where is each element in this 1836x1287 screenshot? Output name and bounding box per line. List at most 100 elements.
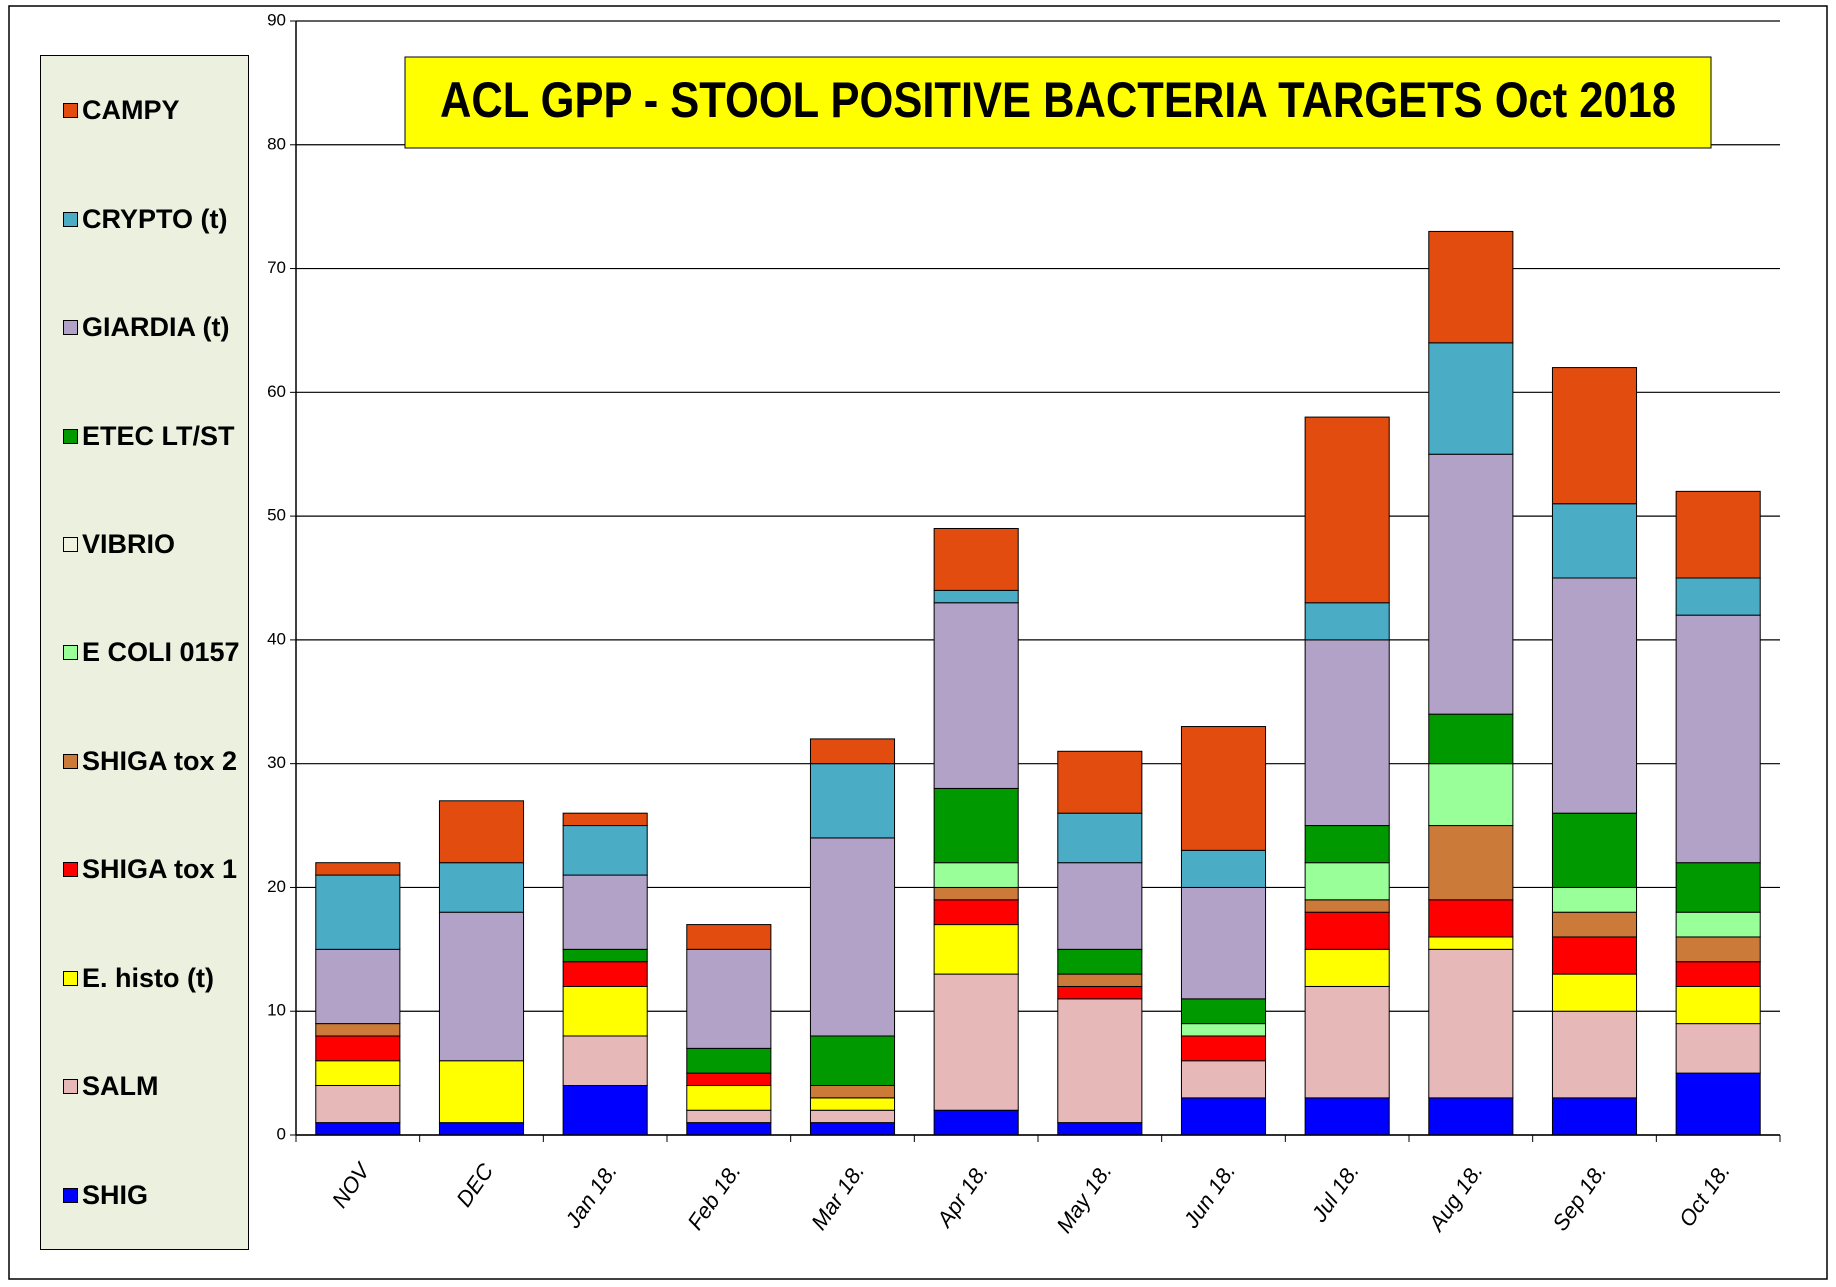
bar-segment <box>315 1060 401 1086</box>
bar-segment <box>1304 825 1390 864</box>
bar-segment <box>933 899 1019 926</box>
y-tick-label: 30 <box>267 753 286 772</box>
bar-segment <box>1057 973 1143 987</box>
legend-item: SHIGA tox 1 <box>63 848 244 890</box>
bar-segment <box>933 924 1019 975</box>
bar-segment <box>1057 750 1143 814</box>
bar-segment <box>315 1122 401 1136</box>
legend: CAMPY CRYPTO (t) GIARDIA (t) ETEC LT/ST VIBR… <box>40 55 249 1250</box>
bar-segment <box>1428 899 1514 938</box>
bar-segment <box>933 787 1019 864</box>
bar-segment <box>1057 948 1143 975</box>
bar-segment <box>1180 1023 1267 1037</box>
legend-label: CAMPY <box>82 95 180 126</box>
legend-swatch <box>63 103 78 119</box>
bar-segment <box>1428 1097 1514 1136</box>
legend-label: E COLI 0157 <box>82 637 240 668</box>
bar-segment <box>933 862 1019 888</box>
x-tick-label: Mar 18. <box>806 1159 869 1234</box>
bar-segment <box>1057 985 1143 1000</box>
bar-segment <box>1304 911 1390 950</box>
bar-segment <box>1675 490 1761 579</box>
bar-segment <box>1551 911 1638 938</box>
bar-segment <box>1551 577 1638 814</box>
y-tick-label: 70 <box>267 258 286 277</box>
bar-segment <box>1675 961 1761 987</box>
legend-swatch <box>63 428 78 444</box>
bar-segment <box>315 948 401 1025</box>
x-tick-label: Feb 18. <box>682 1159 745 1234</box>
bar-segment <box>686 1047 772 1074</box>
bar-segment <box>933 973 1019 1111</box>
bar-segment <box>562 1035 648 1086</box>
bar-segment <box>1180 726 1267 851</box>
bar-segment <box>1551 1097 1638 1136</box>
legend-item: E. histo (t) <box>63 957 244 999</box>
bar-segment <box>809 738 896 765</box>
x-tick-label: Aug 18. <box>1423 1159 1488 1237</box>
x-tick-label: Apr 18. <box>931 1159 993 1233</box>
bar-segment <box>1057 862 1143 950</box>
y-tick-label: 80 <box>267 134 286 153</box>
bar-segment <box>438 800 525 864</box>
bar-segment <box>1304 862 1390 901</box>
y-tick-label: 0 <box>277 1124 286 1143</box>
legend-item: GIARDIA (t) <box>63 306 244 348</box>
bar-segment <box>315 1035 401 1062</box>
bar-segment <box>686 1072 772 1086</box>
legend-label: SHIGA tox 1 <box>82 854 238 885</box>
bar-segment <box>562 812 648 827</box>
bar-segment <box>1551 973 1638 1012</box>
legend-label: CRYPTO (t) <box>82 203 228 234</box>
x-tick-label: Jan 18. <box>560 1159 622 1233</box>
y-tick-label: 60 <box>267 382 286 401</box>
bar-segment <box>1551 812 1638 888</box>
bar-segment <box>1428 230 1514 344</box>
bar-segment <box>1304 985 1390 1099</box>
bar-segment <box>1551 1010 1638 1099</box>
legend-label: SALM <box>82 1071 159 1102</box>
bar-segment <box>315 862 401 876</box>
bar-segment <box>1675 936 1761 963</box>
legend-label: SHIGA tox 2 <box>82 745 238 776</box>
legend-swatch <box>63 1079 78 1095</box>
y-tick-label: 90 <box>267 10 286 29</box>
x-tick-label: DEC <box>451 1159 498 1211</box>
bar-segment <box>315 1023 401 1037</box>
bar-segment <box>562 948 648 963</box>
legend-item: CAMPY <box>63 89 244 131</box>
legend-item: VIBRIO <box>63 523 244 565</box>
x-tick-label: Sep 18. <box>1547 1159 1611 1235</box>
bar-segment <box>1675 862 1761 913</box>
bar-segment <box>1675 1072 1761 1136</box>
bar-segment <box>809 1122 896 1136</box>
bar-segment <box>1180 1060 1267 1099</box>
bar-segment <box>438 862 525 913</box>
bar-segment <box>1551 886 1638 913</box>
legend-swatch <box>63 320 78 336</box>
bar-segment <box>1180 1097 1267 1136</box>
bar-segment <box>562 985 648 1037</box>
legend-item: ETEC LT/ST <box>63 415 244 457</box>
bar-segment <box>438 1060 525 1124</box>
y-tick-label: 20 <box>267 877 286 896</box>
bar-segment <box>933 589 1019 604</box>
legend-swatch <box>63 753 78 769</box>
bar-segment <box>1304 1097 1390 1136</box>
x-tick-label: Jun 18. <box>1178 1159 1240 1233</box>
bar-segment <box>686 1109 772 1124</box>
bar-segment <box>1304 899 1390 913</box>
legend-swatch <box>63 645 78 661</box>
legend-item: CRYPTO (t) <box>63 198 244 240</box>
y-tick-label: 50 <box>267 506 286 525</box>
bar-segment <box>933 602 1019 789</box>
bar-segment <box>1180 886 1267 1000</box>
bar-segment <box>438 1122 525 1136</box>
x-tick-label: Oct 18. <box>1674 1159 1735 1231</box>
bar-segment <box>1428 763 1514 827</box>
bar-segment <box>1304 639 1390 827</box>
bar-segment <box>1428 342 1514 455</box>
bar-segment <box>1304 948 1390 987</box>
legend-item: SHIGA tox 2 <box>63 740 244 782</box>
legend-item: SHIG <box>63 1174 244 1216</box>
